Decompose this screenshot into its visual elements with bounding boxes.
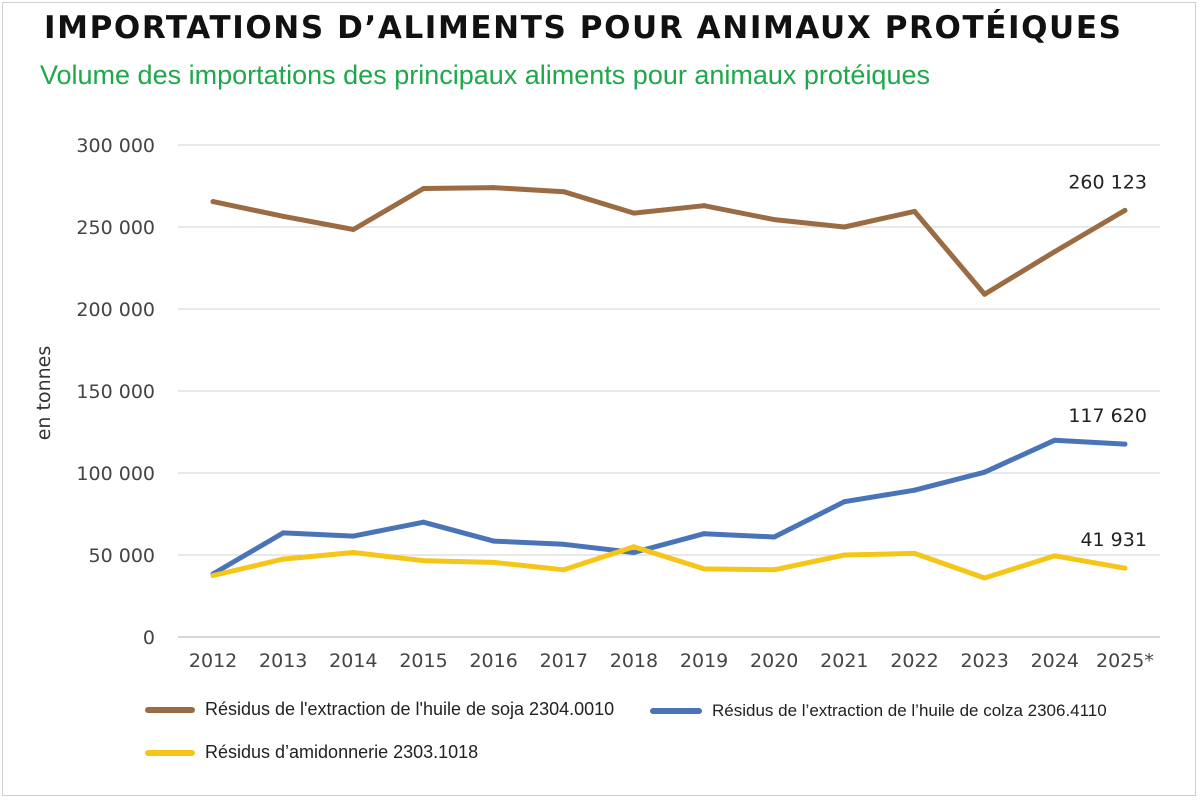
y-tick-label: 250 000 [76, 217, 155, 239]
x-axis-ticks: 2012 2013 2014 2015 2016 2017 2018 2019 2020 2021… [189, 650, 1154, 672]
chart-subtitle: Volume des importations des principaux a… [40, 60, 930, 90]
data-point [210, 199, 216, 205]
y-axis-label: en tonnes [33, 346, 55, 441]
data-point [1052, 553, 1058, 559]
data-point [561, 189, 567, 195]
data-point [841, 224, 847, 230]
y-tick-label: 200 000 [76, 299, 155, 321]
x-tick-label: 2022 [890, 650, 938, 672]
y-tick-label: 0 [143, 627, 155, 649]
end-labels: 260 123 117 620 41 931 [1068, 171, 1147, 551]
x-tick-label: 2023 [960, 650, 1008, 672]
series-line-0 [210, 185, 1128, 297]
x-tick-label: 2012 [189, 650, 237, 672]
data-point [771, 534, 777, 540]
x-tick-label: 2024 [1031, 650, 1079, 672]
y-axis-ticks: 0 50 000 100 000 150 000 200 000 250 000 300 0… [76, 135, 155, 649]
end-value-label: 260 123 [1068, 171, 1147, 193]
end-value-label: 41 931 [1080, 529, 1146, 551]
gridlines [178, 144, 1160, 638]
data-point [982, 469, 988, 475]
data-point [631, 544, 637, 550]
data-point [561, 567, 567, 573]
data-point [1052, 249, 1058, 255]
y-tick-label: 300 000 [76, 135, 155, 157]
data-point [701, 566, 707, 572]
x-tick-label: 2017 [540, 650, 588, 672]
data-point [631, 210, 637, 216]
data-point [280, 213, 286, 219]
data-point [280, 530, 286, 536]
data-point [982, 291, 988, 297]
y-tick-label: 150 000 [76, 381, 155, 403]
data-point [350, 550, 356, 556]
data-point [841, 552, 847, 558]
series-lines [210, 185, 1128, 581]
data-point [491, 185, 497, 191]
data-point [210, 573, 216, 578]
data-point [280, 556, 286, 562]
x-tick-label: 2014 [329, 650, 377, 672]
data-point [631, 550, 637, 556]
data-point [350, 533, 356, 539]
data-point [982, 575, 988, 581]
data-point [912, 208, 917, 214]
data-point [771, 217, 777, 223]
data-point [912, 487, 917, 493]
x-tick-label: 2025* [1096, 650, 1154, 672]
data-point [701, 531, 707, 537]
x-tick-label: 2020 [750, 650, 798, 672]
data-point [1122, 565, 1128, 571]
data-point [771, 567, 777, 573]
data-point [1052, 437, 1058, 443]
y-tick-label: 50 000 [89, 545, 155, 567]
data-point [912, 550, 917, 556]
x-tick-label: 2019 [680, 650, 728, 672]
data-point [491, 559, 497, 565]
chart-title: IMPORTATIONS D’ALIMENTS POUR ANIMAUX PRO… [44, 10, 1123, 46]
x-tick-label: 2018 [610, 650, 658, 672]
x-tick-label: 2021 [820, 650, 868, 672]
data-point [701, 203, 707, 209]
data-point [421, 558, 426, 564]
data-point [350, 226, 356, 232]
data-point [841, 499, 847, 505]
data-point [561, 541, 567, 547]
x-tick-label: 2016 [469, 650, 517, 672]
data-point [1122, 207, 1128, 213]
data-point [421, 185, 426, 191]
data-point [1122, 441, 1128, 447]
y-tick-label: 100 000 [76, 463, 155, 485]
series-line-1 [210, 437, 1128, 577]
x-tick-label: 2015 [399, 650, 447, 672]
data-point [491, 538, 497, 544]
data-point [421, 519, 426, 525]
end-value-label: 117 620 [1068, 405, 1147, 427]
series-line-2 [210, 544, 1128, 581]
x-tick-label: 2013 [259, 650, 307, 672]
